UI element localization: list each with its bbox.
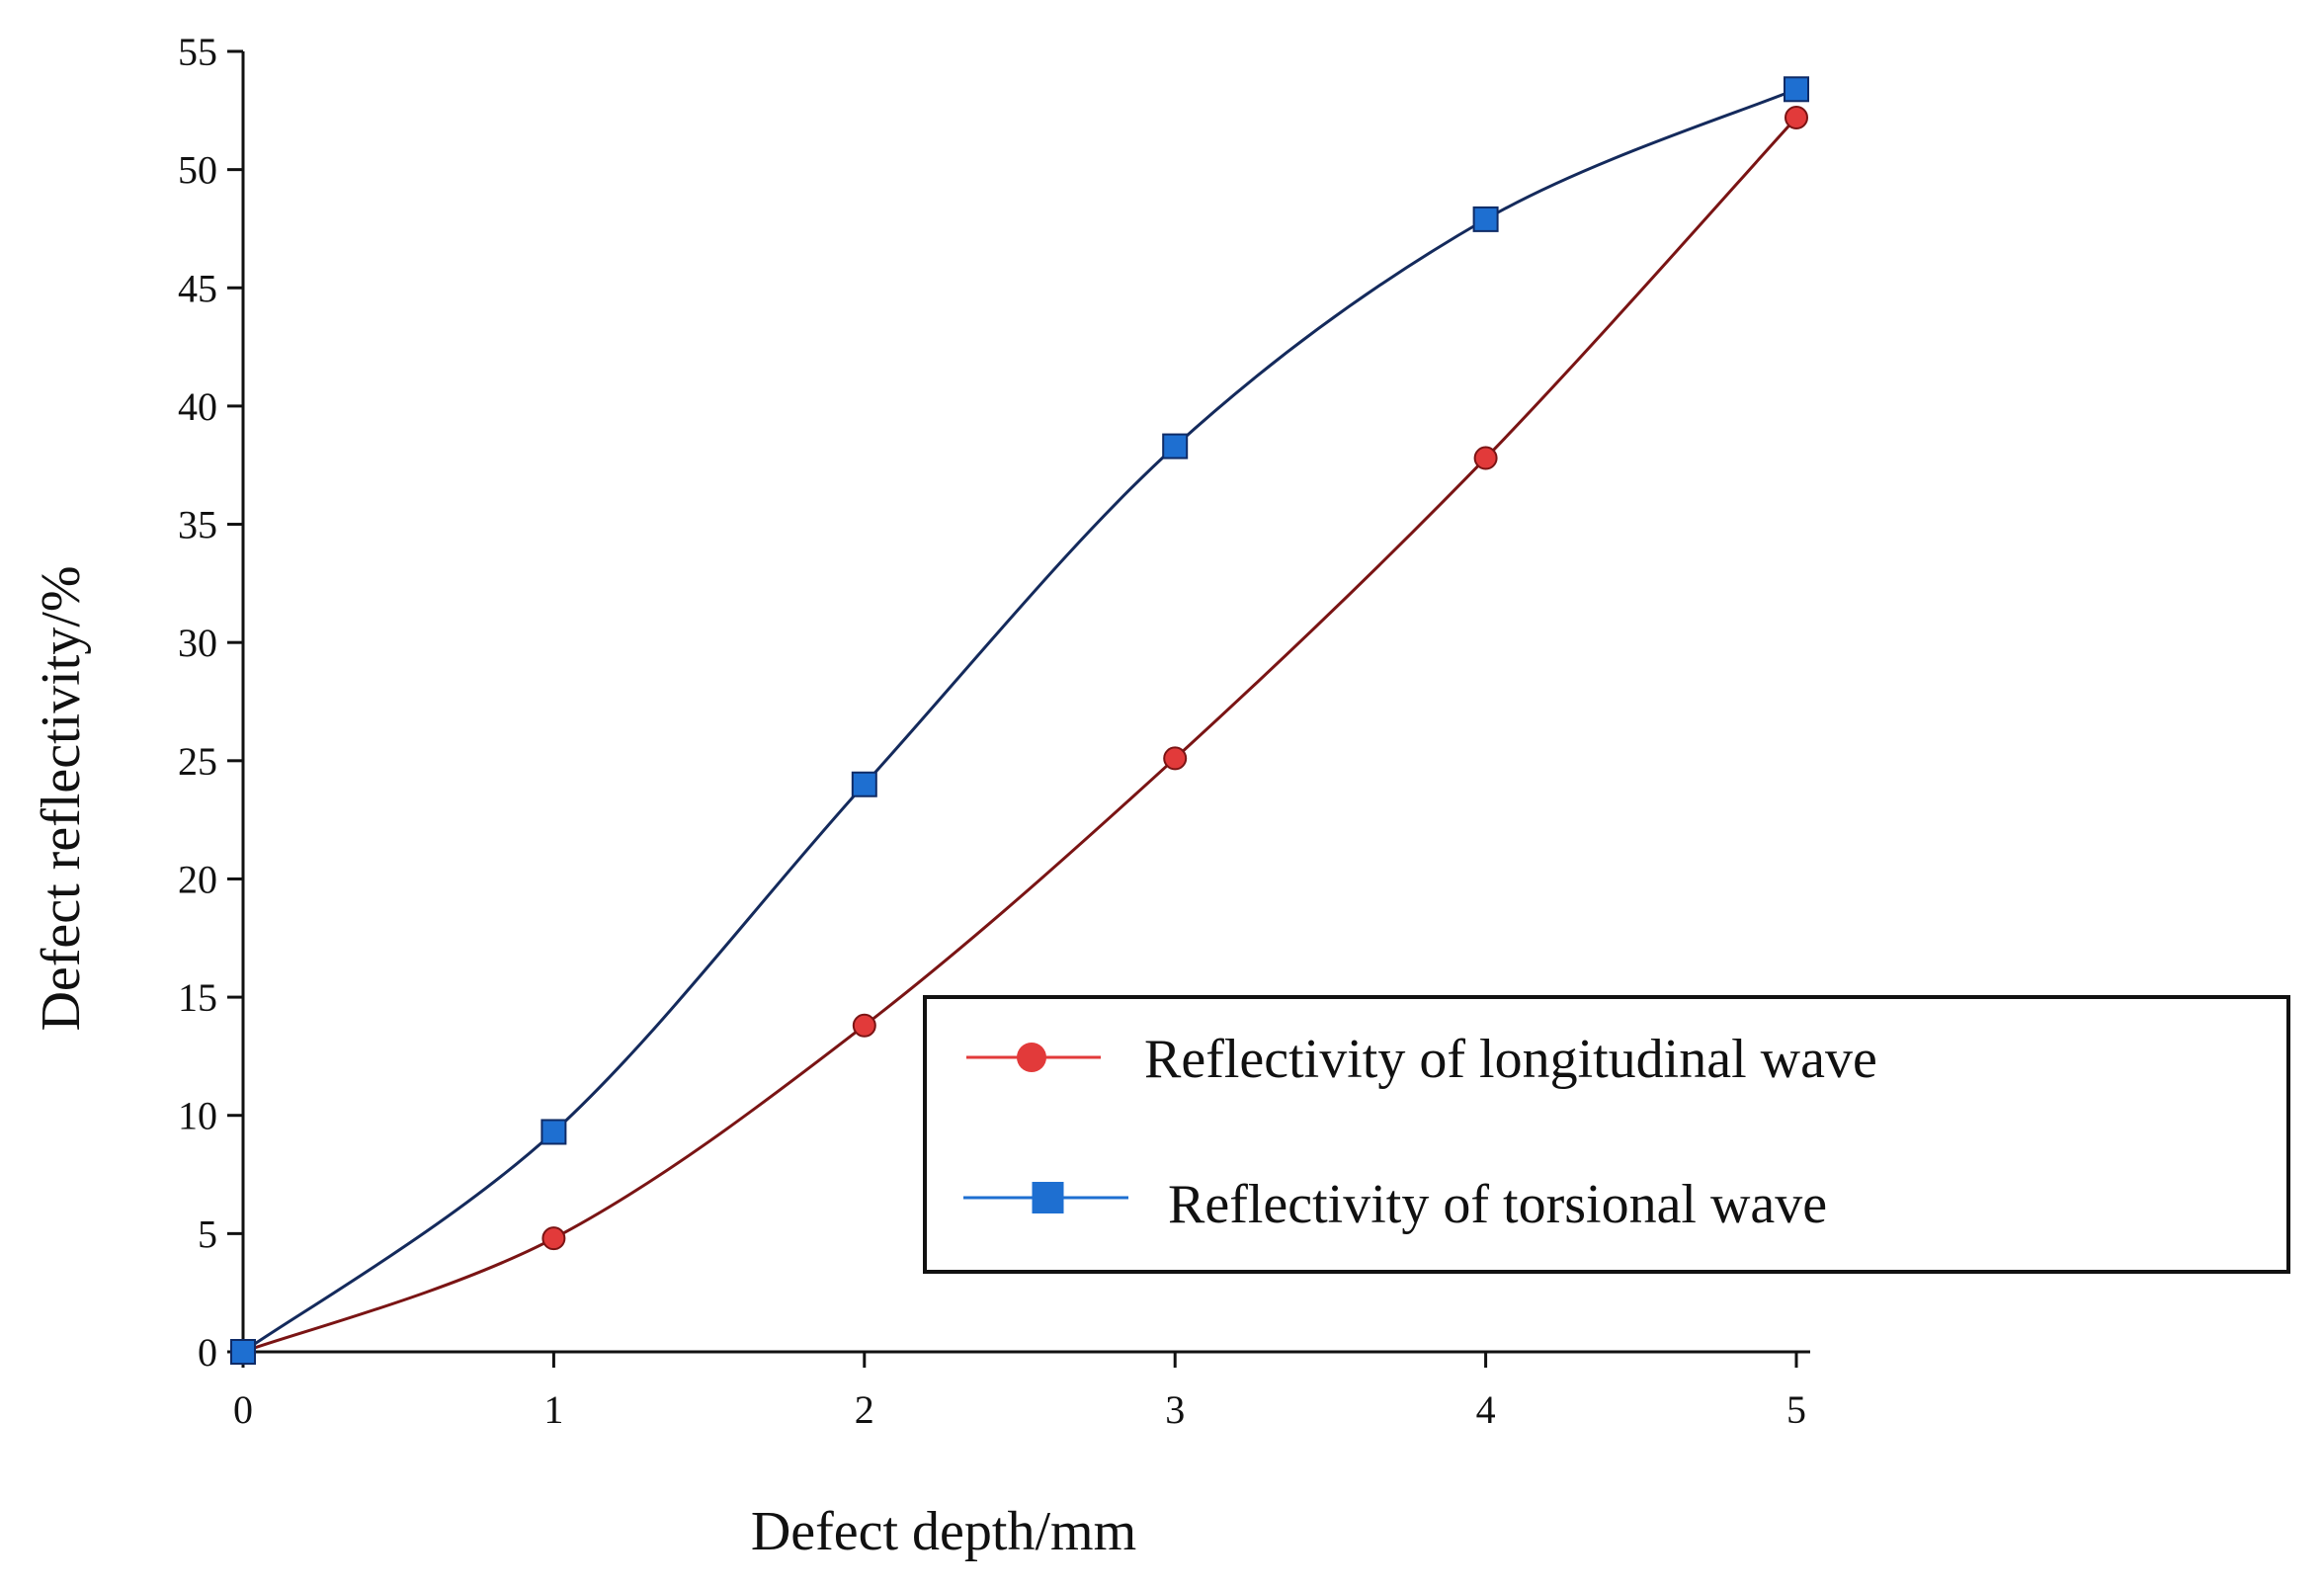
legend: Reflectivity of longitudinal wave Reflect…	[923, 995, 2290, 1274]
legend-label: Reflectivity of torsional wave	[1168, 1174, 1827, 1235]
legend-marker-circle	[1017, 1043, 1046, 1072]
x-tick-label: 0	[233, 1387, 253, 1432]
y-tick-label: 5	[198, 1212, 217, 1256]
y-tick-label: 55	[178, 30, 217, 74]
legend-item: Reflectivity of longitudinal wave	[966, 1029, 1877, 1090]
data-point-circle	[1784, 105, 1808, 129]
y-tick-label: 20	[178, 857, 217, 901]
series-torsional	[230, 76, 1809, 1365]
y-tick-label: 50	[178, 148, 217, 193]
data-point-square	[1162, 433, 1189, 460]
x-tick-label: 1	[543, 1387, 563, 1432]
x-axis-title: Defect depth/mm	[751, 1501, 1136, 1562]
legend-items: Reflectivity of longitudinal wave Reflect…	[963, 1029, 1877, 1235]
data-point-circle	[1473, 446, 1498, 470]
y-tick-label: 30	[178, 621, 217, 665]
x-ticks: 0 1 2 3 4 5	[233, 1352, 1806, 1432]
legend-box	[923, 995, 2290, 1274]
y-tick-label: 0	[198, 1330, 217, 1375]
data-point-circle	[541, 1226, 566, 1251]
y-tick-label: 25	[178, 739, 217, 784]
y-tick-label: 10	[178, 1094, 217, 1138]
data-point-square	[540, 1119, 567, 1145]
y-tick-label: 45	[178, 266, 217, 310]
data-point-square	[1472, 206, 1499, 232]
data-point-square	[1784, 76, 1809, 103]
x-tick-label: 4	[1476, 1387, 1496, 1432]
x-tick-label: 3	[1165, 1387, 1185, 1432]
legend-item: Reflectivity of torsional wave	[963, 1174, 1827, 1235]
y-tick-label: 40	[178, 384, 217, 429]
data-point-circle	[1163, 746, 1188, 771]
x-tick-label: 5	[1786, 1387, 1806, 1432]
legend-marker-square	[1032, 1182, 1064, 1213]
data-point-circle	[852, 1013, 876, 1038]
y-axis-title: Defect reflectivity/%	[31, 565, 92, 1031]
series	[230, 76, 1809, 1365]
y-tick-label: 15	[178, 975, 217, 1020]
series-line	[242, 116, 1798, 1354]
y-tick-label: 35	[178, 503, 217, 547]
y-ticks: 0 5 10 15 20 25 30 35 40 45 50 55	[178, 30, 243, 1375]
series-line	[242, 87, 1797, 1354]
x-tick-label: 2	[855, 1387, 874, 1432]
data-point-square	[230, 1339, 256, 1365]
legend-label: Reflectivity of longitudinal wave	[1144, 1029, 1877, 1090]
data-point-square	[851, 771, 877, 797]
